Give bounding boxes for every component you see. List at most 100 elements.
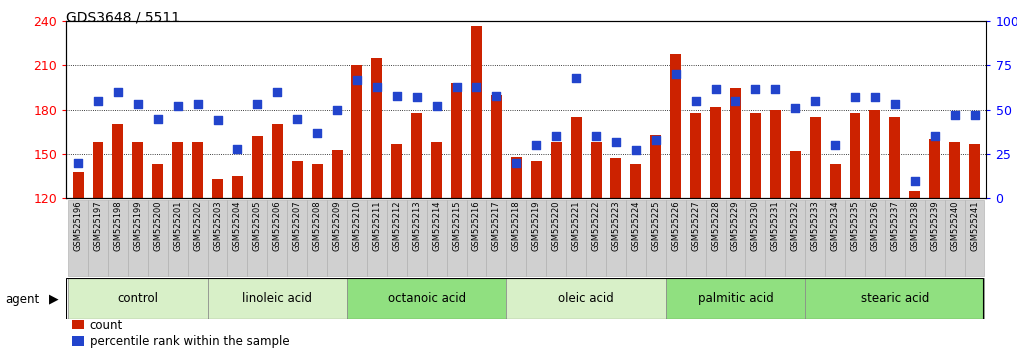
Bar xyxy=(625,200,646,276)
Bar xyxy=(506,278,666,319)
Text: GSM525214: GSM525214 xyxy=(432,201,441,251)
Bar xyxy=(670,54,681,198)
Bar xyxy=(446,200,467,276)
Bar xyxy=(172,142,183,198)
Bar xyxy=(207,200,228,276)
Text: GSM525226: GSM525226 xyxy=(671,201,680,251)
Text: GSM525203: GSM525203 xyxy=(213,201,222,251)
Text: GSM525198: GSM525198 xyxy=(114,201,122,251)
Bar xyxy=(964,200,984,276)
Bar xyxy=(113,125,123,198)
Point xyxy=(469,84,485,90)
Point xyxy=(210,118,226,123)
Bar xyxy=(427,200,446,276)
Bar xyxy=(187,200,207,276)
Point xyxy=(708,86,724,91)
Bar xyxy=(68,200,88,276)
Text: GSM525235: GSM525235 xyxy=(850,201,859,251)
Point xyxy=(189,102,205,107)
Text: GSM525206: GSM525206 xyxy=(273,201,282,251)
Bar xyxy=(566,200,586,276)
Bar xyxy=(506,200,527,276)
Text: GSM525232: GSM525232 xyxy=(791,201,799,251)
Point xyxy=(906,178,922,183)
Bar xyxy=(770,110,781,198)
Point xyxy=(767,86,783,91)
Bar xyxy=(272,125,283,198)
Bar xyxy=(591,142,601,198)
Bar xyxy=(531,161,542,198)
Bar xyxy=(930,139,940,198)
Bar xyxy=(132,142,143,198)
Bar xyxy=(586,200,606,276)
Text: control: control xyxy=(117,292,159,305)
Point xyxy=(270,89,286,95)
Bar xyxy=(411,113,422,198)
Text: GSM525240: GSM525240 xyxy=(950,201,959,251)
Text: GSM525196: GSM525196 xyxy=(73,201,82,251)
Bar xyxy=(949,142,960,198)
Bar xyxy=(93,142,104,198)
Bar xyxy=(491,95,502,198)
Text: palmitic acid: palmitic acid xyxy=(698,292,773,305)
Bar xyxy=(327,200,347,276)
Point xyxy=(608,139,624,144)
Text: GSM525219: GSM525219 xyxy=(532,201,541,251)
Point xyxy=(847,95,863,100)
Bar xyxy=(865,200,885,276)
Bar xyxy=(830,164,841,198)
Point xyxy=(149,116,166,121)
Text: GSM525241: GSM525241 xyxy=(970,201,979,251)
Bar xyxy=(511,157,522,198)
Point xyxy=(807,98,824,104)
Text: GSM525201: GSM525201 xyxy=(173,201,182,251)
Point xyxy=(648,137,664,143)
Point xyxy=(548,133,564,139)
Text: GSM525218: GSM525218 xyxy=(512,201,521,251)
Text: GSM525231: GSM525231 xyxy=(771,201,780,251)
Bar xyxy=(367,200,386,276)
Bar xyxy=(706,200,725,276)
Bar xyxy=(666,278,805,319)
Text: agent: agent xyxy=(5,293,40,306)
Text: GSM525224: GSM525224 xyxy=(632,201,641,251)
Bar xyxy=(352,65,362,198)
Bar xyxy=(631,164,642,198)
Bar xyxy=(332,149,343,198)
Bar xyxy=(890,117,900,198)
Point xyxy=(827,142,843,148)
Bar xyxy=(471,25,482,198)
Point xyxy=(309,130,325,136)
Text: GSM525230: GSM525230 xyxy=(751,201,760,251)
Bar xyxy=(546,200,566,276)
Text: GSM525221: GSM525221 xyxy=(572,201,581,251)
Point xyxy=(528,142,544,148)
Text: GSM525210: GSM525210 xyxy=(353,201,361,251)
Bar xyxy=(347,278,506,319)
Text: GSM525229: GSM525229 xyxy=(731,201,740,251)
Text: GSM525211: GSM525211 xyxy=(372,201,381,251)
Point xyxy=(369,84,385,90)
Bar xyxy=(153,164,163,198)
Bar xyxy=(885,200,905,276)
Text: GSM525227: GSM525227 xyxy=(692,201,700,251)
Point xyxy=(887,102,903,107)
Bar xyxy=(606,200,625,276)
Point xyxy=(328,107,345,113)
Point xyxy=(249,102,265,107)
Bar xyxy=(88,200,108,276)
Point xyxy=(567,75,584,81)
Text: GSM525199: GSM525199 xyxy=(133,201,142,251)
Bar xyxy=(924,200,945,276)
Bar xyxy=(790,151,800,198)
Bar xyxy=(386,200,407,276)
Point xyxy=(588,133,604,139)
Text: stearic acid: stearic acid xyxy=(860,292,930,305)
Bar xyxy=(228,200,247,276)
Text: GSM525225: GSM525225 xyxy=(651,201,660,251)
Bar xyxy=(691,113,701,198)
Bar xyxy=(745,200,766,276)
Bar xyxy=(825,200,845,276)
Legend: count, percentile rank within the sample: count, percentile rank within the sample xyxy=(72,319,290,348)
Bar xyxy=(247,200,267,276)
